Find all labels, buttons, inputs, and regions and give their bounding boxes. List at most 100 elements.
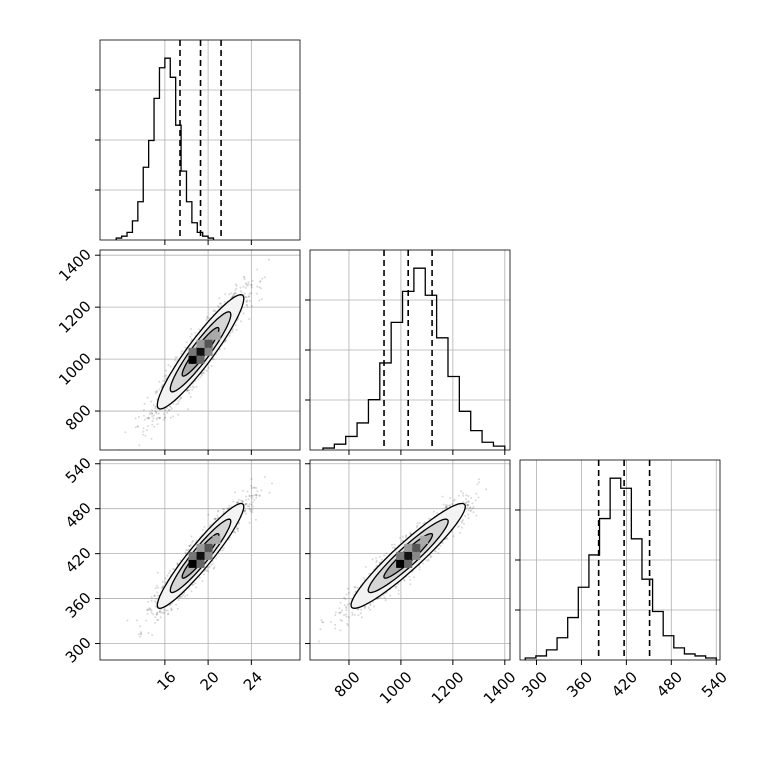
sample-point — [354, 586, 357, 589]
sample-point — [399, 536, 401, 539]
sample-point — [470, 497, 473, 500]
sample-point — [151, 415, 154, 418]
sample-point — [405, 534, 408, 537]
sample-point — [192, 386, 195, 389]
sample-point — [161, 586, 164, 589]
sample-point — [170, 609, 173, 612]
sample-point — [198, 576, 201, 579]
sample-point — [254, 494, 257, 496]
sample-point — [154, 407, 157, 410]
sample-point — [236, 527, 239, 530]
sample-point — [356, 586, 359, 589]
sample-point — [201, 374, 203, 377]
sample-point — [234, 283, 237, 286]
sample-point — [360, 616, 363, 619]
y-tick-label: 480 — [62, 499, 95, 532]
sample-point — [251, 487, 254, 490]
sample-point — [441, 542, 444, 545]
sample-point — [244, 286, 247, 289]
sample-point — [175, 403, 178, 406]
density-cell — [196, 551, 205, 560]
sample-point — [418, 568, 421, 571]
sample-point — [152, 417, 155, 420]
sample-point — [216, 514, 219, 517]
sample-point — [385, 591, 388, 594]
density-cell — [188, 551, 197, 560]
sample-point — [469, 510, 472, 512]
sample-point — [347, 624, 350, 627]
sample-point — [233, 293, 236, 295]
sample-point — [444, 505, 447, 508]
sample-point — [244, 503, 247, 506]
sample-point — [163, 612, 166, 614]
sample-point — [156, 416, 159, 419]
sample-point — [425, 559, 428, 562]
sample-point — [437, 552, 440, 554]
sample-point — [240, 320, 242, 323]
sample-point — [152, 613, 155, 616]
sample-point — [218, 302, 221, 305]
sample-point — [263, 276, 266, 279]
sample-point — [255, 496, 258, 499]
sample-point — [158, 416, 161, 419]
sample-point — [244, 509, 247, 512]
sample-point — [460, 490, 463, 493]
sample-point — [185, 389, 188, 392]
sample-point — [466, 504, 469, 507]
sample-point — [213, 517, 216, 520]
sample-point — [251, 508, 254, 511]
sample-point — [177, 402, 180, 405]
sample-point — [452, 499, 455, 502]
sample-point — [154, 616, 157, 619]
panel-frame — [519, 459, 721, 661]
sample-point — [146, 608, 149, 611]
sample-point — [154, 587, 157, 590]
sample-point — [179, 559, 182, 562]
sample-point — [248, 318, 251, 320]
sample-point — [175, 603, 178, 606]
sample-point — [423, 521, 426, 524]
sample-point — [428, 517, 430, 520]
sample-point — [244, 296, 247, 299]
sample-point — [234, 531, 237, 534]
sample-point — [239, 286, 242, 289]
sample-point — [154, 605, 157, 608]
sample-point — [150, 437, 153, 440]
sample-point — [184, 551, 187, 554]
sample-point — [460, 526, 463, 529]
sample-point — [136, 619, 138, 622]
sample-point — [169, 405, 171, 408]
sample-point — [177, 413, 180, 416]
sample-point — [172, 415, 175, 418]
density-cell — [196, 543, 205, 552]
sample-point — [408, 575, 411, 578]
sample-point — [134, 426, 137, 429]
sample-point — [446, 537, 449, 540]
sample-point — [166, 613, 169, 616]
sample-point — [214, 310, 217, 313]
sample-point — [235, 287, 238, 290]
sample-point — [150, 599, 153, 602]
sample-point — [255, 292, 258, 295]
sample-point — [458, 525, 461, 528]
sample-point — [413, 576, 415, 579]
sample-point — [221, 549, 224, 552]
sample-point — [260, 287, 262, 290]
sample-point — [344, 598, 347, 601]
sample-point — [146, 609, 148, 612]
sample-point — [150, 400, 152, 403]
sample-point — [217, 509, 220, 512]
sample-point — [245, 300, 248, 303]
sample-point — [179, 396, 182, 399]
sample-point — [166, 411, 169, 414]
sample-point — [434, 550, 437, 553]
sample-point — [214, 517, 217, 520]
sample-point — [249, 508, 252, 511]
sample-point — [158, 610, 161, 613]
sample-point — [397, 583, 400, 585]
sample-point — [153, 594, 156, 597]
sample-point — [258, 494, 261, 497]
sample-point — [248, 494, 251, 497]
sample-point — [136, 425, 139, 428]
sample-point — [252, 486, 255, 489]
